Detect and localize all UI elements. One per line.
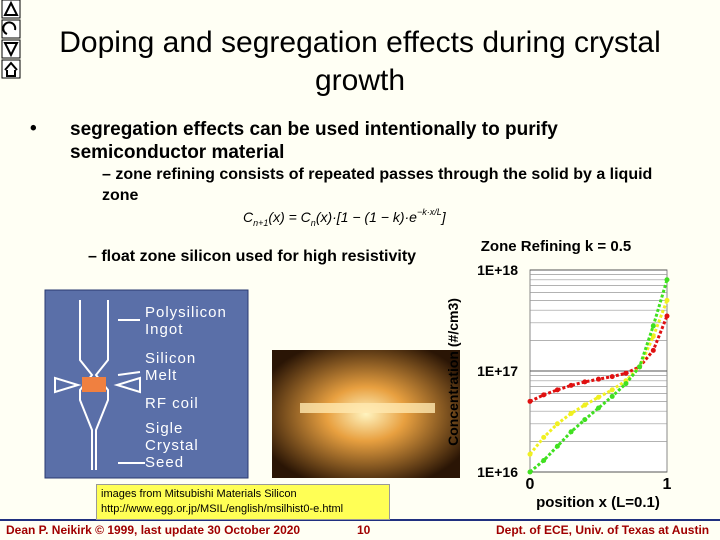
x-axis-label: position x (L=0.1) <box>536 494 660 511</box>
data-point <box>554 387 560 393</box>
title: Doping and segregation effects during cr… <box>59 26 661 97</box>
bullet: segregation effects can be used intentio… <box>70 119 558 163</box>
data-point <box>650 333 656 339</box>
data-point <box>582 379 588 385</box>
data-point <box>582 402 588 408</box>
data-point <box>609 374 615 380</box>
data-point <box>596 394 601 400</box>
data-point <box>664 313 670 319</box>
data-point <box>568 410 574 416</box>
photo-zone <box>300 403 435 413</box>
formula: Cn+1(x) = Cn(x)·[1 − (1 − k)·e−k·x/L] <box>243 207 447 228</box>
y-axis-label: Concentration (#/cm3) <box>445 298 461 446</box>
bullet-dot: • <box>30 118 37 139</box>
data-point <box>623 370 629 376</box>
data-point <box>527 451 533 457</box>
data-point <box>664 297 670 303</box>
data-point <box>541 457 547 463</box>
data-point <box>609 387 615 393</box>
x-tick-label: 1 <box>663 476 672 493</box>
data-point <box>650 347 656 353</box>
page-number: 10 <box>357 523 371 537</box>
data-point <box>541 434 547 440</box>
data-point <box>527 398 533 404</box>
nav-icons[interactable] <box>1 0 21 79</box>
diagram-label: Polysilicon Ingot <box>145 304 227 338</box>
sub-bullet-text: zone refining consists of repeated passe… <box>102 166 653 204</box>
data-point <box>541 392 547 398</box>
data-point <box>554 443 560 449</box>
footer-right: Dept. of ECE, Univ. of Texas at Austin <box>496 523 710 537</box>
data-point <box>609 393 615 399</box>
sub-bullet: – zone refining consists of repeated pas… <box>102 166 653 204</box>
sub-bullet: – float zone silicon used for high resis… <box>88 248 417 265</box>
x-tick-label: 0 <box>526 476 535 493</box>
data-point <box>582 417 588 423</box>
credit: images from Mitsubishi Materials Silicon… <box>96 484 390 520</box>
series-line <box>529 279 669 474</box>
data-point <box>568 429 574 435</box>
diagram-apparatus <box>54 300 145 470</box>
zone-chart: 1E+16 1E+17 1E+18 0 1 Zone Refining k = 0.5 po… <box>445 238 672 511</box>
data-point <box>664 277 670 283</box>
data-point <box>650 323 656 329</box>
data-point <box>568 382 574 388</box>
footer-left: Dean P. Neikirk © 1999, last update 30 O… <box>6 523 301 537</box>
diagram-bg <box>44 289 249 479</box>
data-point <box>554 421 560 427</box>
y-tick-label: 1E+18 <box>477 262 518 278</box>
data-point <box>596 405 601 411</box>
y-tick-label: 1E+17 <box>477 363 518 379</box>
diagram-label: Sigle Crystal Seed <box>145 420 199 471</box>
chart-title: Zone Refining k = 0.5 <box>481 238 631 255</box>
diagram-label: RF coil <box>145 395 199 412</box>
photo <box>272 350 460 478</box>
diagram-label: Silicon Melt <box>145 350 197 384</box>
data-point <box>623 381 629 387</box>
y-tick-label: 1E+16 <box>477 464 518 480</box>
data-point <box>637 364 643 370</box>
data-point <box>596 376 601 382</box>
data-point <box>527 469 533 475</box>
sub-bullet-text: float zone silicon used for high resisti… <box>101 248 417 265</box>
melt <box>82 377 106 392</box>
